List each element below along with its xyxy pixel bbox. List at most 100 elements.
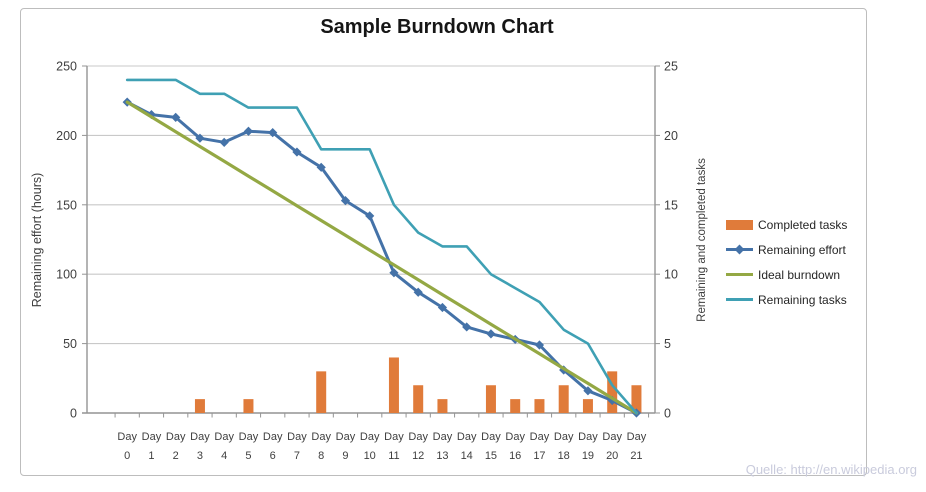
- svg-text:Day: Day: [190, 431, 210, 443]
- svg-text:16: 16: [509, 450, 521, 462]
- diamond-marker-icon: [195, 133, 205, 143]
- diamond-marker-icon: [292, 147, 302, 157]
- svg-text:25: 25: [664, 60, 678, 74]
- right-axis-title: Remaining and completed tasks: [696, 158, 708, 322]
- svg-text:Day: Day: [117, 431, 137, 443]
- remaining-tasks-swatch: [726, 298, 753, 301]
- bar-day-13: [437, 399, 448, 413]
- svg-text:17: 17: [533, 450, 545, 462]
- diamond-marker-icon: [583, 386, 593, 396]
- svg-text:Day: Day: [336, 431, 356, 443]
- ideal-burndown-swatch: [726, 273, 753, 276]
- bar-day-11: [388, 357, 399, 413]
- diamond-marker-icon: [462, 322, 472, 332]
- svg-text:15: 15: [485, 450, 497, 462]
- chart-frame: [20, 8, 867, 476]
- diamond-marker-icon: [268, 128, 278, 138]
- source-note: Quelle: http://en.wikipedia.org: [745, 462, 917, 477]
- right-axis-tick-labels: 0 5 10 15 20 25: [664, 60, 678, 421]
- svg-text:Day: Day: [166, 431, 186, 443]
- svg-text:3: 3: [197, 450, 203, 462]
- svg-text:7: 7: [294, 450, 300, 462]
- svg-text:Day: Day: [263, 431, 283, 443]
- svg-text:Day: Day: [360, 431, 380, 443]
- svg-text:5: 5: [245, 450, 251, 462]
- diamond-marker-icon: [365, 211, 375, 221]
- left-axis-tick-labels: 0 50 100 150 200 250: [56, 60, 77, 421]
- diamond-marker-icon: [413, 287, 423, 297]
- svg-text:Day: Day: [239, 431, 259, 443]
- bar-day-8: [316, 371, 327, 413]
- svg-text:100: 100: [56, 268, 77, 282]
- svg-text:Day: Day: [311, 431, 331, 443]
- svg-text:Day: Day: [627, 431, 647, 443]
- svg-text:Day: Day: [433, 431, 453, 443]
- diamond-marker-icon: [171, 112, 181, 122]
- bar-day-12: [413, 385, 424, 413]
- svg-text:12: 12: [412, 450, 424, 462]
- svg-text:18: 18: [558, 450, 570, 462]
- bar-day-18: [558, 385, 569, 413]
- svg-text:11: 11: [388, 450, 399, 462]
- diamond-marker-icon: [437, 302, 448, 313]
- bar-day-15: [485, 385, 496, 413]
- legend-item-ideal-burndown: Ideal burndown: [726, 262, 861, 287]
- svg-text:21: 21: [630, 450, 642, 462]
- svg-text:0: 0: [124, 450, 130, 462]
- svg-text:150: 150: [56, 198, 77, 212]
- svg-text:15: 15: [664, 198, 678, 212]
- svg-text:Day: Day: [408, 431, 428, 443]
- svg-text:14: 14: [461, 450, 473, 462]
- svg-text:10: 10: [364, 450, 376, 462]
- svg-text:Day: Day: [214, 431, 234, 443]
- svg-text:8: 8: [318, 450, 324, 462]
- bar-day-3: [194, 399, 205, 413]
- legend: Completed tasks Remaining effort Ideal b…: [726, 212, 861, 312]
- legend-item-remaining-tasks: Remaining tasks: [726, 287, 861, 312]
- x-axis-labels: Day 0 Day 1 Day 2 Day 3 Day 4 Day 5 Day 6 Day 7 Day 8 Day 9…: [117, 431, 646, 462]
- diamond-marker-icon: [243, 126, 254, 136]
- series-remaining-effort: [122, 97, 642, 418]
- svg-text:2: 2: [173, 450, 179, 462]
- diamond-marker-icon: [340, 196, 351, 206]
- svg-text:19: 19: [582, 450, 594, 462]
- chart-title: Sample Burndown Chart: [320, 16, 554, 38]
- svg-text:0: 0: [70, 407, 77, 421]
- series-ideal-burndown: [125, 100, 639, 415]
- legend-label: Ideal burndown: [758, 267, 841, 282]
- bar-day-16: [510, 399, 521, 413]
- svg-text:20: 20: [664, 129, 678, 143]
- left-axis-title: Remaining effort (hours): [30, 172, 44, 308]
- series-remaining-tasks: [125, 78, 638, 415]
- svg-text:5: 5: [664, 337, 671, 351]
- svg-text:200: 200: [56, 129, 77, 143]
- bar-day-19: [582, 399, 593, 413]
- diamond-marker-icon: [316, 162, 326, 172]
- svg-text:1: 1: [148, 450, 154, 462]
- svg-text:Day: Day: [142, 431, 162, 443]
- bar-day-20: [607, 371, 618, 413]
- diamond-marker-icon: [486, 329, 496, 339]
- legend-label: Completed tasks: [758, 217, 848, 232]
- remaining-effort-swatch: [726, 244, 753, 254]
- bar-day-17: [534, 399, 545, 413]
- svg-text:Day: Day: [384, 431, 404, 443]
- svg-text:10: 10: [664, 268, 678, 282]
- svg-text:Day: Day: [481, 431, 501, 443]
- svg-text:Day: Day: [505, 431, 525, 443]
- bar-day-5: [243, 399, 254, 413]
- series-completed-tasks: [194, 357, 642, 413]
- legend-item-remaining-effort: Remaining effort: [726, 237, 861, 262]
- completed-tasks-swatch: [726, 219, 753, 230]
- svg-text:Day: Day: [530, 431, 550, 443]
- axis-ticks: [82, 65, 660, 418]
- legend-label: Remaining tasks: [758, 292, 847, 307]
- svg-text:Day: Day: [287, 431, 307, 443]
- svg-text:50: 50: [63, 337, 77, 351]
- svg-text:0: 0: [664, 407, 671, 421]
- svg-text:Day: Day: [554, 431, 574, 443]
- diamond-marker-icon: [534, 340, 545, 350]
- gridlines: [87, 65, 655, 345]
